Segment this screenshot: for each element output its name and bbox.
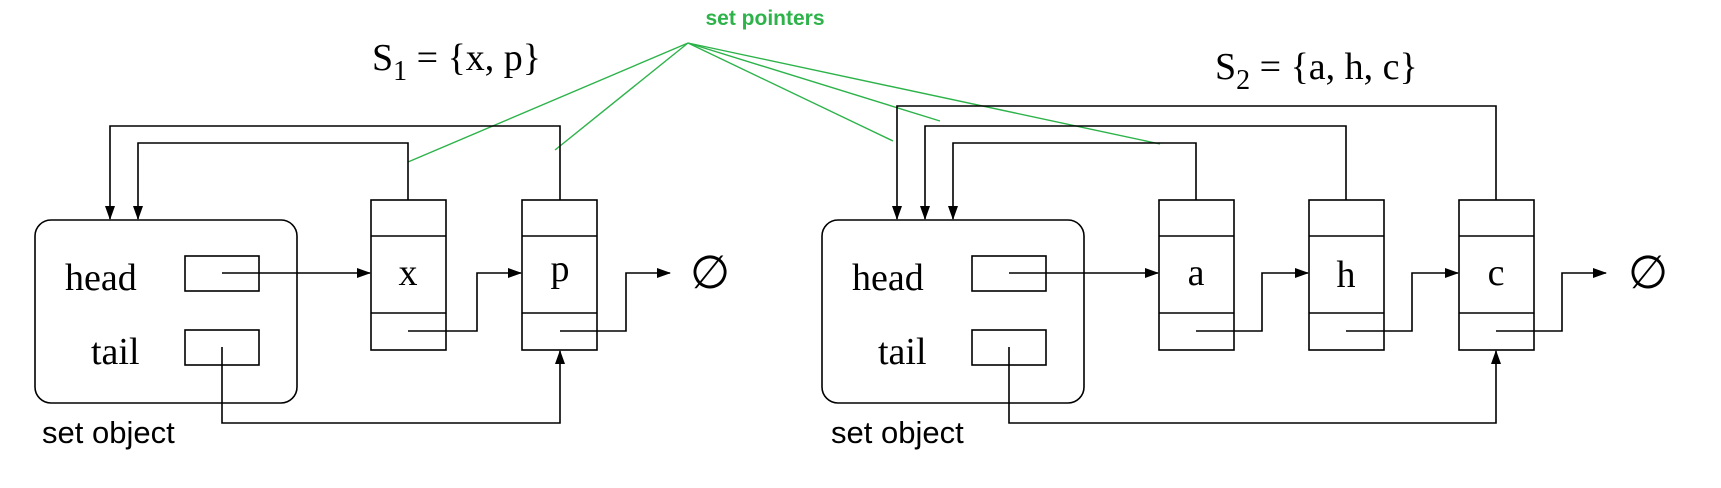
set-1-title-rest: = {x, p}: [407, 37, 541, 79]
set-2-title-prefix: S: [1215, 46, 1236, 88]
set-1-x-setptr-arrow: [133, 142, 409, 220]
set-1-x-next-arrow: [408, 268, 522, 332]
set-1-title-subscript: 1: [393, 56, 407, 87]
set-2: S2 = {a, h, c} head tail set object a h: [821, 46, 1668, 450]
set-pointers-lines: [407, 42, 1161, 163]
set-1-object-caption: set object: [42, 415, 175, 450]
set-2-tail-arrow: [1008, 347, 1501, 424]
set-2-c-next-arrow: [1496, 268, 1607, 332]
set-1-title-prefix: S: [372, 37, 393, 79]
set-2-h-setptr-arrow: [920, 125, 1347, 220]
set-1-node-x: x: [370, 199, 447, 351]
set-2-null-symbol: ∅: [1628, 247, 1668, 298]
set-2-object-caption: set object: [831, 415, 964, 450]
set-1-node-x-label: x: [399, 252, 418, 294]
set-2-node-c: c: [1458, 199, 1535, 351]
set-2-title-rest: = {a, h, c}: [1250, 46, 1418, 88]
set-2-title-subscript: 2: [1236, 65, 1250, 96]
set-2-c-setptr-arrow: [892, 105, 1497, 220]
set-1-p-setptr-arrow: [105, 125, 561, 220]
set-1-tail-label: tail: [91, 331, 140, 373]
set-2-h-next-arrow: [1346, 268, 1459, 332]
set-1-node-p: p: [521, 199, 598, 351]
set-1-null-symbol: ∅: [690, 247, 730, 298]
set-pointers-label: set pointers: [705, 7, 824, 30]
set-2-head-label: head: [852, 257, 924, 299]
set-1-title: S1 = {x, p}: [372, 37, 541, 87]
set-2-node-a-label: a: [1188, 252, 1205, 294]
set-2-node-h-label: h: [1337, 254, 1356, 296]
set-1-tail-arrow: [221, 347, 565, 424]
set-2-a-next-arrow: [1196, 268, 1309, 332]
set-2-a-setptr-arrow: [948, 142, 1197, 220]
set-1: S1 = {x, p} head tail set object x p ∅: [34, 37, 730, 450]
set-1-object-box: [34, 219, 298, 404]
set-2-node-h: h: [1308, 199, 1385, 351]
set-1-node-p-label: p: [551, 248, 570, 290]
set-2-object-box: [821, 219, 1085, 404]
set-2-node-c-label: c: [1488, 252, 1505, 294]
set-1-p-next-arrow: [560, 268, 671, 332]
set-1-head-label: head: [65, 257, 137, 299]
set-2-title: S2 = {a, h, c}: [1215, 46, 1418, 96]
set-2-node-a: a: [1158, 199, 1235, 351]
set-2-tail-label: tail: [878, 331, 927, 373]
